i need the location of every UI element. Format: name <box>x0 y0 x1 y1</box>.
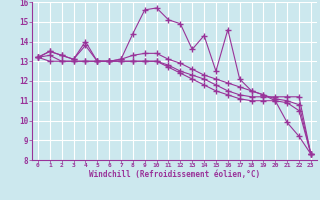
X-axis label: Windchill (Refroidissement éolien,°C): Windchill (Refroidissement éolien,°C) <box>89 170 260 179</box>
